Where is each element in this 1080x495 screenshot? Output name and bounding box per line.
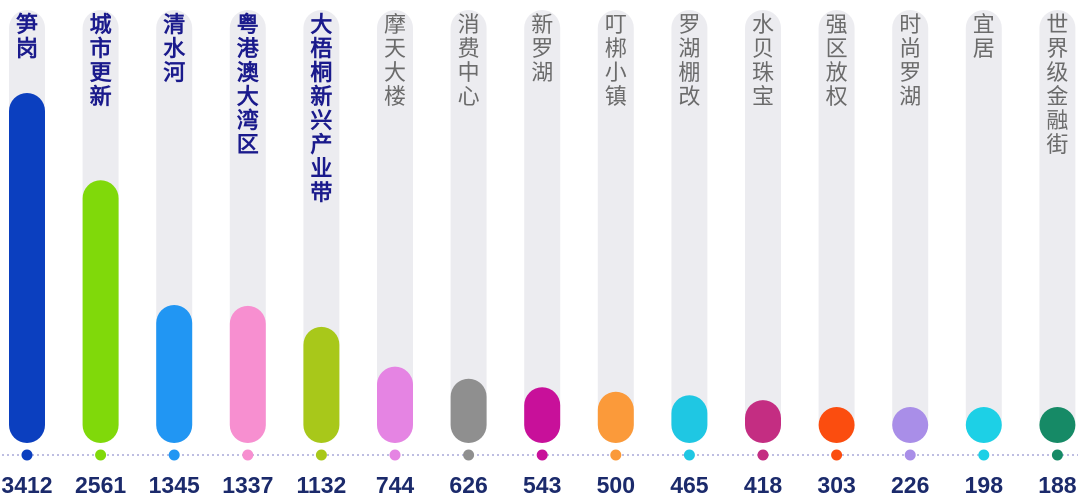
category-label: 宜居 xyxy=(973,12,995,61)
bar-tracks xyxy=(9,10,1076,443)
bar xyxy=(229,305,266,443)
baseline-dot xyxy=(536,449,548,461)
value-label: 1345 xyxy=(149,472,200,495)
baseline-dot xyxy=(904,449,916,461)
value-label: 303 xyxy=(817,472,855,495)
value-label: 2561 xyxy=(75,472,126,495)
value-label: 465 xyxy=(670,472,709,495)
category-label: 笋岗 xyxy=(16,12,38,61)
category-label: 叮梆小镇 xyxy=(605,12,627,109)
baseline-dot xyxy=(463,449,475,461)
value-label: 1132 xyxy=(296,472,346,495)
bar-track xyxy=(524,10,561,443)
baseline-dot xyxy=(610,449,622,461)
bar-track xyxy=(671,10,708,443)
bar xyxy=(745,400,781,443)
baseline-dot xyxy=(978,449,990,461)
value-label: 1337 xyxy=(222,472,273,495)
value-label: 3412 xyxy=(1,472,52,495)
value-label: 418 xyxy=(744,472,783,495)
category-labels: 笋岗 城市更新 清水河 粤港澳大湾区 大梧桐新兴产业带 摩天大楼 消费中心 新罗湖 叮梆小镇 罗湖… xyxy=(16,12,1068,205)
value-label: 626 xyxy=(449,472,487,495)
bar xyxy=(597,391,634,443)
value-labels: 3412 2561 1345 1337 1132 744 626 543 500 465 418 30… xyxy=(1,472,1076,495)
bar xyxy=(156,305,193,443)
value-label: 744 xyxy=(376,472,415,495)
category-label: 摩天大楼 xyxy=(384,12,406,109)
category-label: 罗湖棚改 xyxy=(678,12,700,109)
bar-track xyxy=(818,10,855,443)
bar xyxy=(82,180,119,443)
bar xyxy=(9,93,45,443)
category-label: 强区放权 xyxy=(826,12,848,109)
baseline-dot xyxy=(315,449,327,461)
baseline-dot xyxy=(1051,449,1063,461)
baseline-dots xyxy=(21,449,1063,461)
category-label: 水贝珠宝 xyxy=(752,12,774,109)
bar xyxy=(965,407,1002,443)
category-label: 新罗湖 xyxy=(531,12,553,85)
bar-track xyxy=(450,10,487,443)
bar-track xyxy=(597,10,634,443)
bar-track xyxy=(965,10,1002,443)
bar xyxy=(377,366,413,443)
value-label: 198 xyxy=(965,472,1004,495)
value-label: 188 xyxy=(1038,472,1077,495)
baseline-dot xyxy=(21,449,33,461)
baseline-dot xyxy=(95,449,107,461)
bar xyxy=(524,387,561,443)
value-label: 226 xyxy=(891,472,929,495)
baseline-dot xyxy=(831,449,843,461)
category-label: 城市更新 xyxy=(90,12,113,109)
bar-track xyxy=(892,10,929,443)
baseline-dot xyxy=(242,449,254,461)
value-label: 543 xyxy=(523,472,561,495)
bar-track xyxy=(377,10,413,443)
bar-track xyxy=(1039,10,1076,443)
baseline-dot xyxy=(683,449,695,461)
bar xyxy=(818,407,855,443)
baseline-dot xyxy=(389,449,401,461)
bar-track xyxy=(745,10,781,443)
bars xyxy=(9,93,1076,443)
category-label: 大梧桐新兴产业带 xyxy=(310,12,332,205)
bar xyxy=(671,395,708,443)
category-label: 消费中心 xyxy=(458,12,480,109)
category-label: 时尚罗湖 xyxy=(899,12,921,109)
category-label: 世界级金融街 xyxy=(1046,12,1068,157)
bar xyxy=(892,407,929,443)
value-label: 500 xyxy=(597,472,635,495)
bar xyxy=(1039,407,1076,443)
baseline-dot xyxy=(168,449,180,461)
category-label: 清水河 xyxy=(163,12,186,85)
category-label: 粤港澳大湾区 xyxy=(237,12,260,157)
bar xyxy=(450,378,487,443)
baseline-dot xyxy=(757,449,769,461)
bar xyxy=(303,326,340,443)
